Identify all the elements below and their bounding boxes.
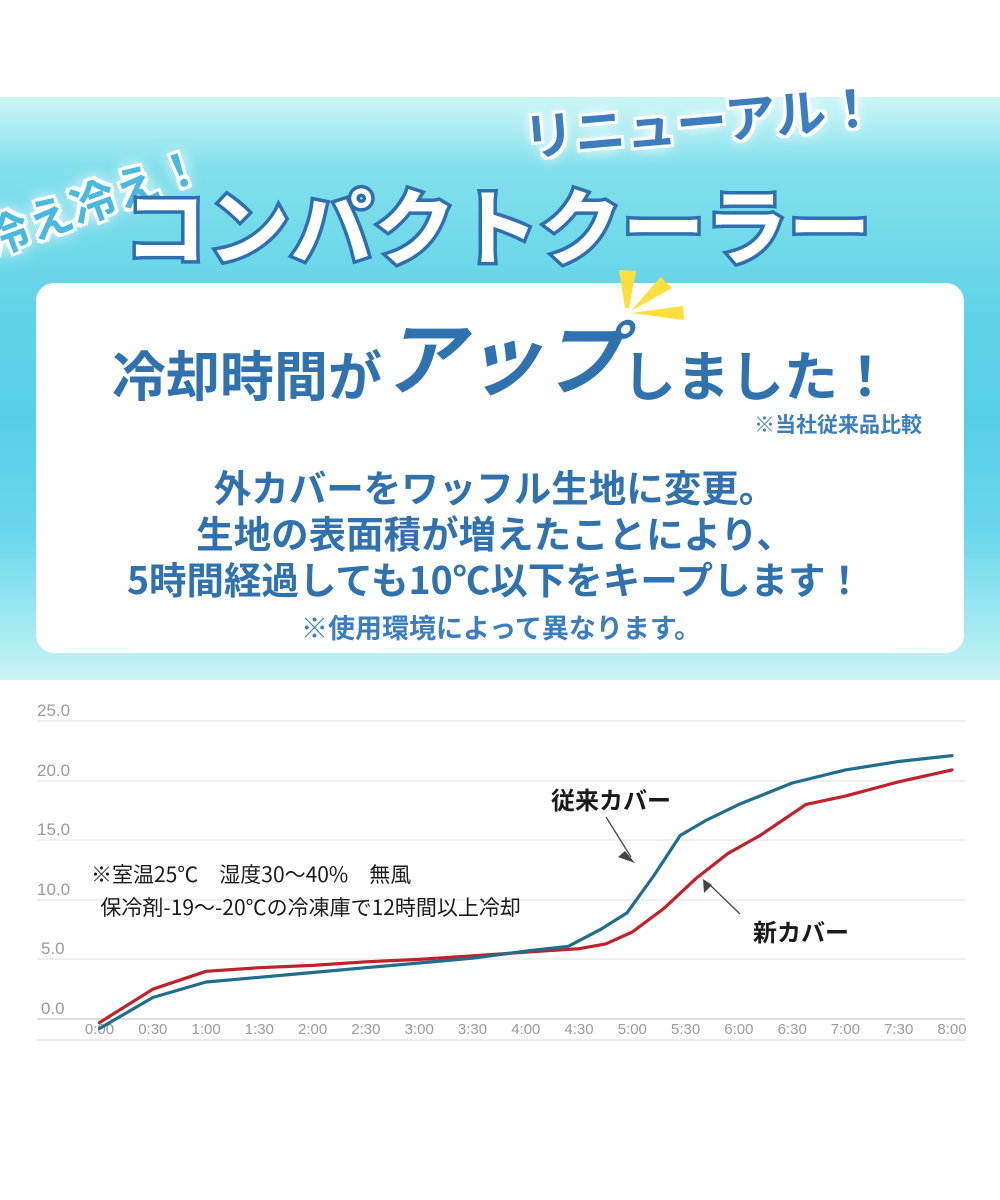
- svg-text:3:00: 3:00: [405, 1021, 434, 1038]
- svg-text:2:00: 2:00: [298, 1021, 327, 1038]
- svg-text:2:30: 2:30: [351, 1021, 380, 1038]
- svg-text:4:00: 4:00: [511, 1021, 540, 1038]
- svg-text:10.0: 10.0: [37, 880, 70, 899]
- svg-text:25.0: 25.0: [37, 701, 70, 720]
- svg-text:5.0: 5.0: [41, 939, 65, 958]
- svg-text:0:30: 0:30: [138, 1021, 167, 1038]
- svg-text:1:30: 1:30: [245, 1021, 274, 1038]
- svg-text:0.0: 0.0: [41, 999, 65, 1018]
- svg-text:20.0: 20.0: [37, 761, 70, 780]
- svg-text:5:00: 5:00: [618, 1021, 647, 1038]
- svg-text:7:30: 7:30: [884, 1021, 913, 1038]
- svg-text:6:00: 6:00: [724, 1021, 753, 1038]
- svg-text:7:00: 7:00: [831, 1021, 860, 1038]
- svg-text:3:30: 3:30: [458, 1021, 487, 1038]
- svg-text:8:00: 8:00: [937, 1021, 966, 1038]
- svg-text:5:30: 5:30: [671, 1021, 700, 1038]
- svg-text:1:00: 1:00: [191, 1021, 220, 1038]
- svg-text:6:30: 6:30: [778, 1021, 807, 1038]
- svg-text:4:30: 4:30: [564, 1021, 593, 1038]
- svg-text:15.0: 15.0: [37, 820, 70, 839]
